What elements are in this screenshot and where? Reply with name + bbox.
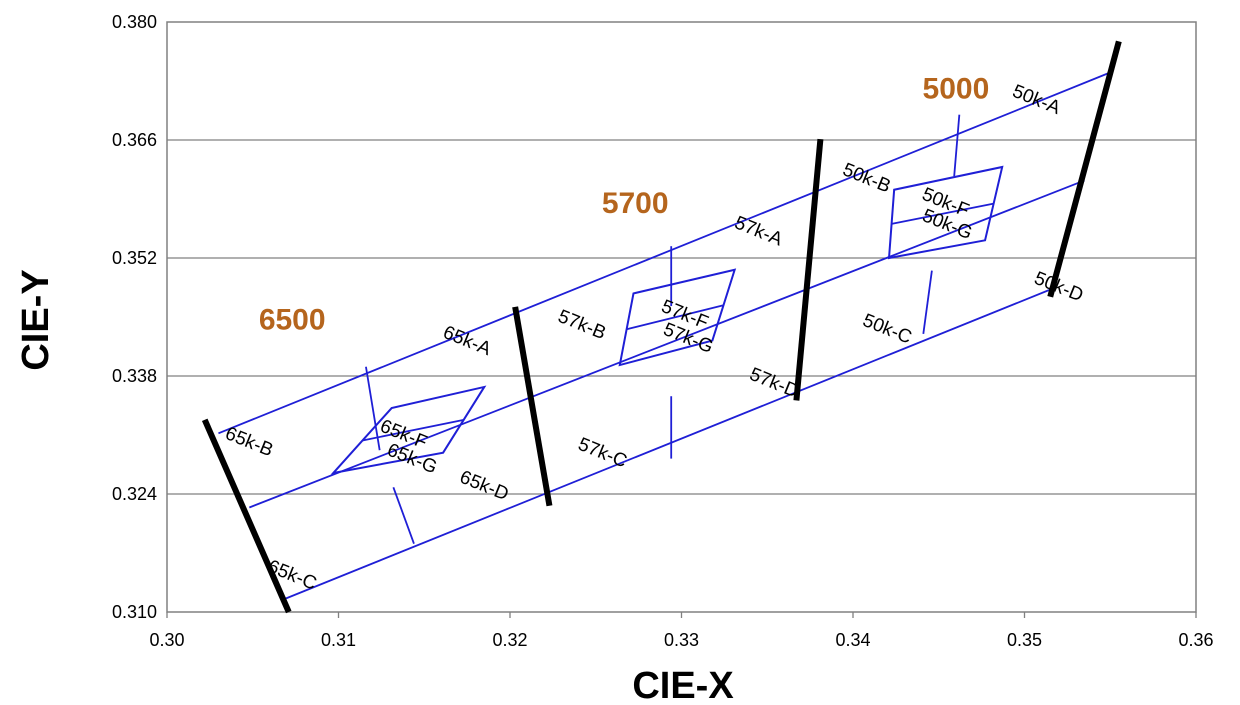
bin-line-4 (392, 486, 415, 545)
y-tick-label: 0.380 (112, 12, 157, 32)
y-tick-label: 0.338 (112, 366, 157, 386)
center-box-0 (330, 385, 487, 475)
ansi-boundary-2 (793, 138, 824, 401)
x-tick-label: 0.33 (664, 630, 699, 650)
center-box-divider-2 (891, 202, 994, 225)
x-tick-label: 0.31 (321, 630, 356, 650)
bin-line-3 (365, 366, 381, 451)
ansi-boundary-1 (512, 306, 553, 507)
center-box-divider-0 (362, 418, 464, 442)
axis-ticks: 0.380 0.366 0.352 0.338 0.324 0.310 0.30 0.31 0.… (112, 12, 1214, 650)
center-box-divider-1 (626, 304, 724, 331)
bin-line-7 (953, 114, 961, 177)
bin-line-2 (283, 286, 1056, 601)
cct-label-6500: 6500 (259, 304, 326, 337)
bin-line-8 (922, 270, 933, 334)
ansi-boundary-3 (1047, 40, 1122, 298)
cct-label-5700: 5700 (602, 187, 669, 220)
center-box-2 (887, 165, 1004, 260)
x-tick-label: 0.30 (149, 630, 184, 650)
x-tick-label: 0.34 (835, 630, 870, 650)
gridlines (167, 139, 1196, 495)
x-tick-label: 0.36 (1178, 630, 1213, 650)
y-tick-label: 0.324 (112, 484, 157, 504)
y-axis-title: CIE-Y (15, 269, 57, 370)
ansi-boundary-0 (201, 418, 292, 614)
bin-line-1 (248, 179, 1085, 509)
cct-labels: 6500 5700 5000 (259, 73, 989, 337)
x-tick-label: 0.32 (492, 630, 527, 650)
bin-grid (218, 70, 1113, 601)
cct-label-5000: 5000 (923, 73, 990, 106)
y-tick-label: 0.352 (112, 248, 157, 268)
x-axis-title: CIE-X (632, 665, 734, 705)
center-box-1 (618, 268, 737, 367)
y-tick-label: 0.310 (112, 602, 157, 622)
y-tick-label: 0.366 (112, 130, 157, 150)
plot-area (166, 21, 1197, 613)
x-tick-label: 0.35 (1007, 630, 1042, 650)
plot-frame (166, 21, 1197, 613)
center-boxes (330, 165, 1004, 475)
ansi-boundaries (201, 40, 1122, 614)
